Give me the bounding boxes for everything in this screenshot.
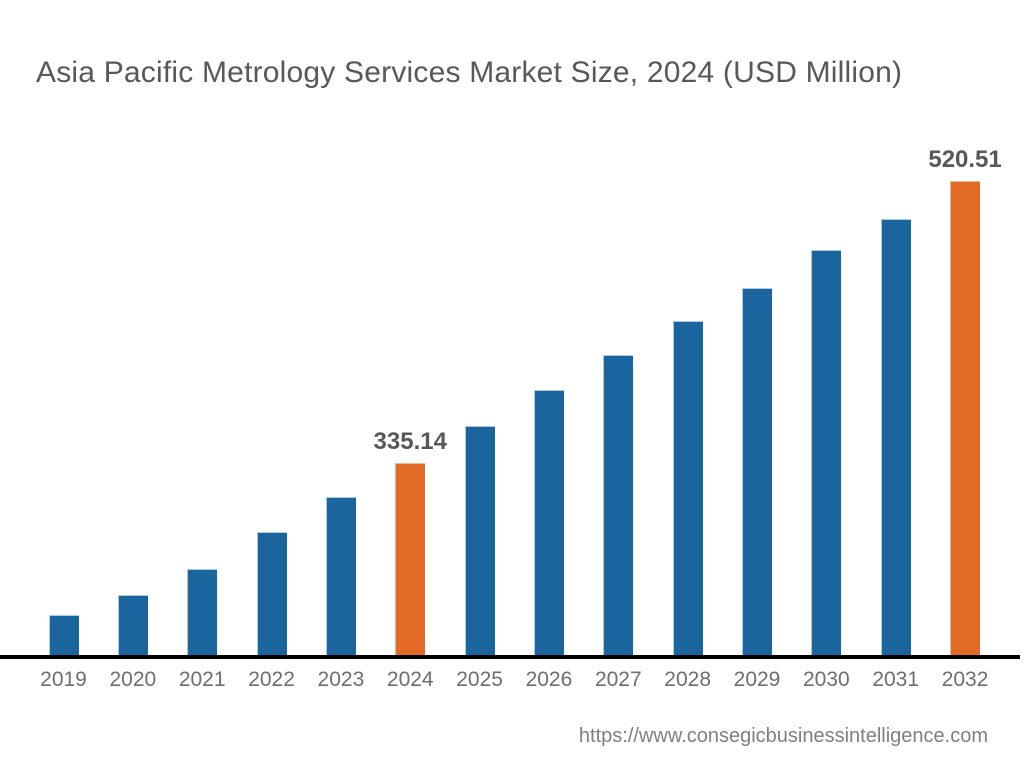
x-tick-2029: 2029 [733,668,781,691]
x-tick-2026: 2026 [525,668,573,691]
x-tick-2021: 2021 [178,668,226,691]
bar-2027 [603,355,634,656]
x-tick-2028: 2028 [664,668,711,691]
bar-2029 [742,288,772,656]
bar-2020 [117,595,148,656]
bar-2021 [187,569,218,656]
bar-2024 [395,463,426,656]
x-tick-2023: 2023 [317,668,365,691]
x-tick-2025: 2025 [456,668,503,691]
plot-area: 335.14 520.51 [48,146,1002,656]
x-tick-2032: 2032 [941,668,989,691]
data-label-2032: 520.51 [928,146,1002,173]
data-label-2024: 335.14 [373,428,447,455]
bar-2025 [464,426,495,656]
x-tick-2024: 2024 [386,668,434,691]
bar-2030 [811,250,842,656]
x-axis-ticks: 2019 2020 2021 2022 2023 2024 2025 2026 2027 2028… [0,668,1024,698]
x-tick-2031: 2031 [872,668,920,691]
x-tick-2027: 2027 [594,668,642,691]
bar-2023 [325,497,356,656]
bar-2022 [256,532,287,656]
x-tick-2019: 2019 [40,668,87,691]
x-tick-2030: 2030 [802,668,850,691]
x-axis-line [0,655,1020,659]
x-tick-2020: 2020 [109,668,157,691]
x-tick-2022: 2022 [248,668,295,691]
bar-2031 [880,219,911,656]
source-url: https://www.consegicbusinessintelligence… [578,725,988,747]
bar-2019 [48,615,79,656]
bar-2032 [950,181,981,656]
bar-2026 [533,390,564,656]
bar-2028 [672,321,703,656]
chart-title: Asia Pacific Metrology Services Market S… [36,56,903,89]
